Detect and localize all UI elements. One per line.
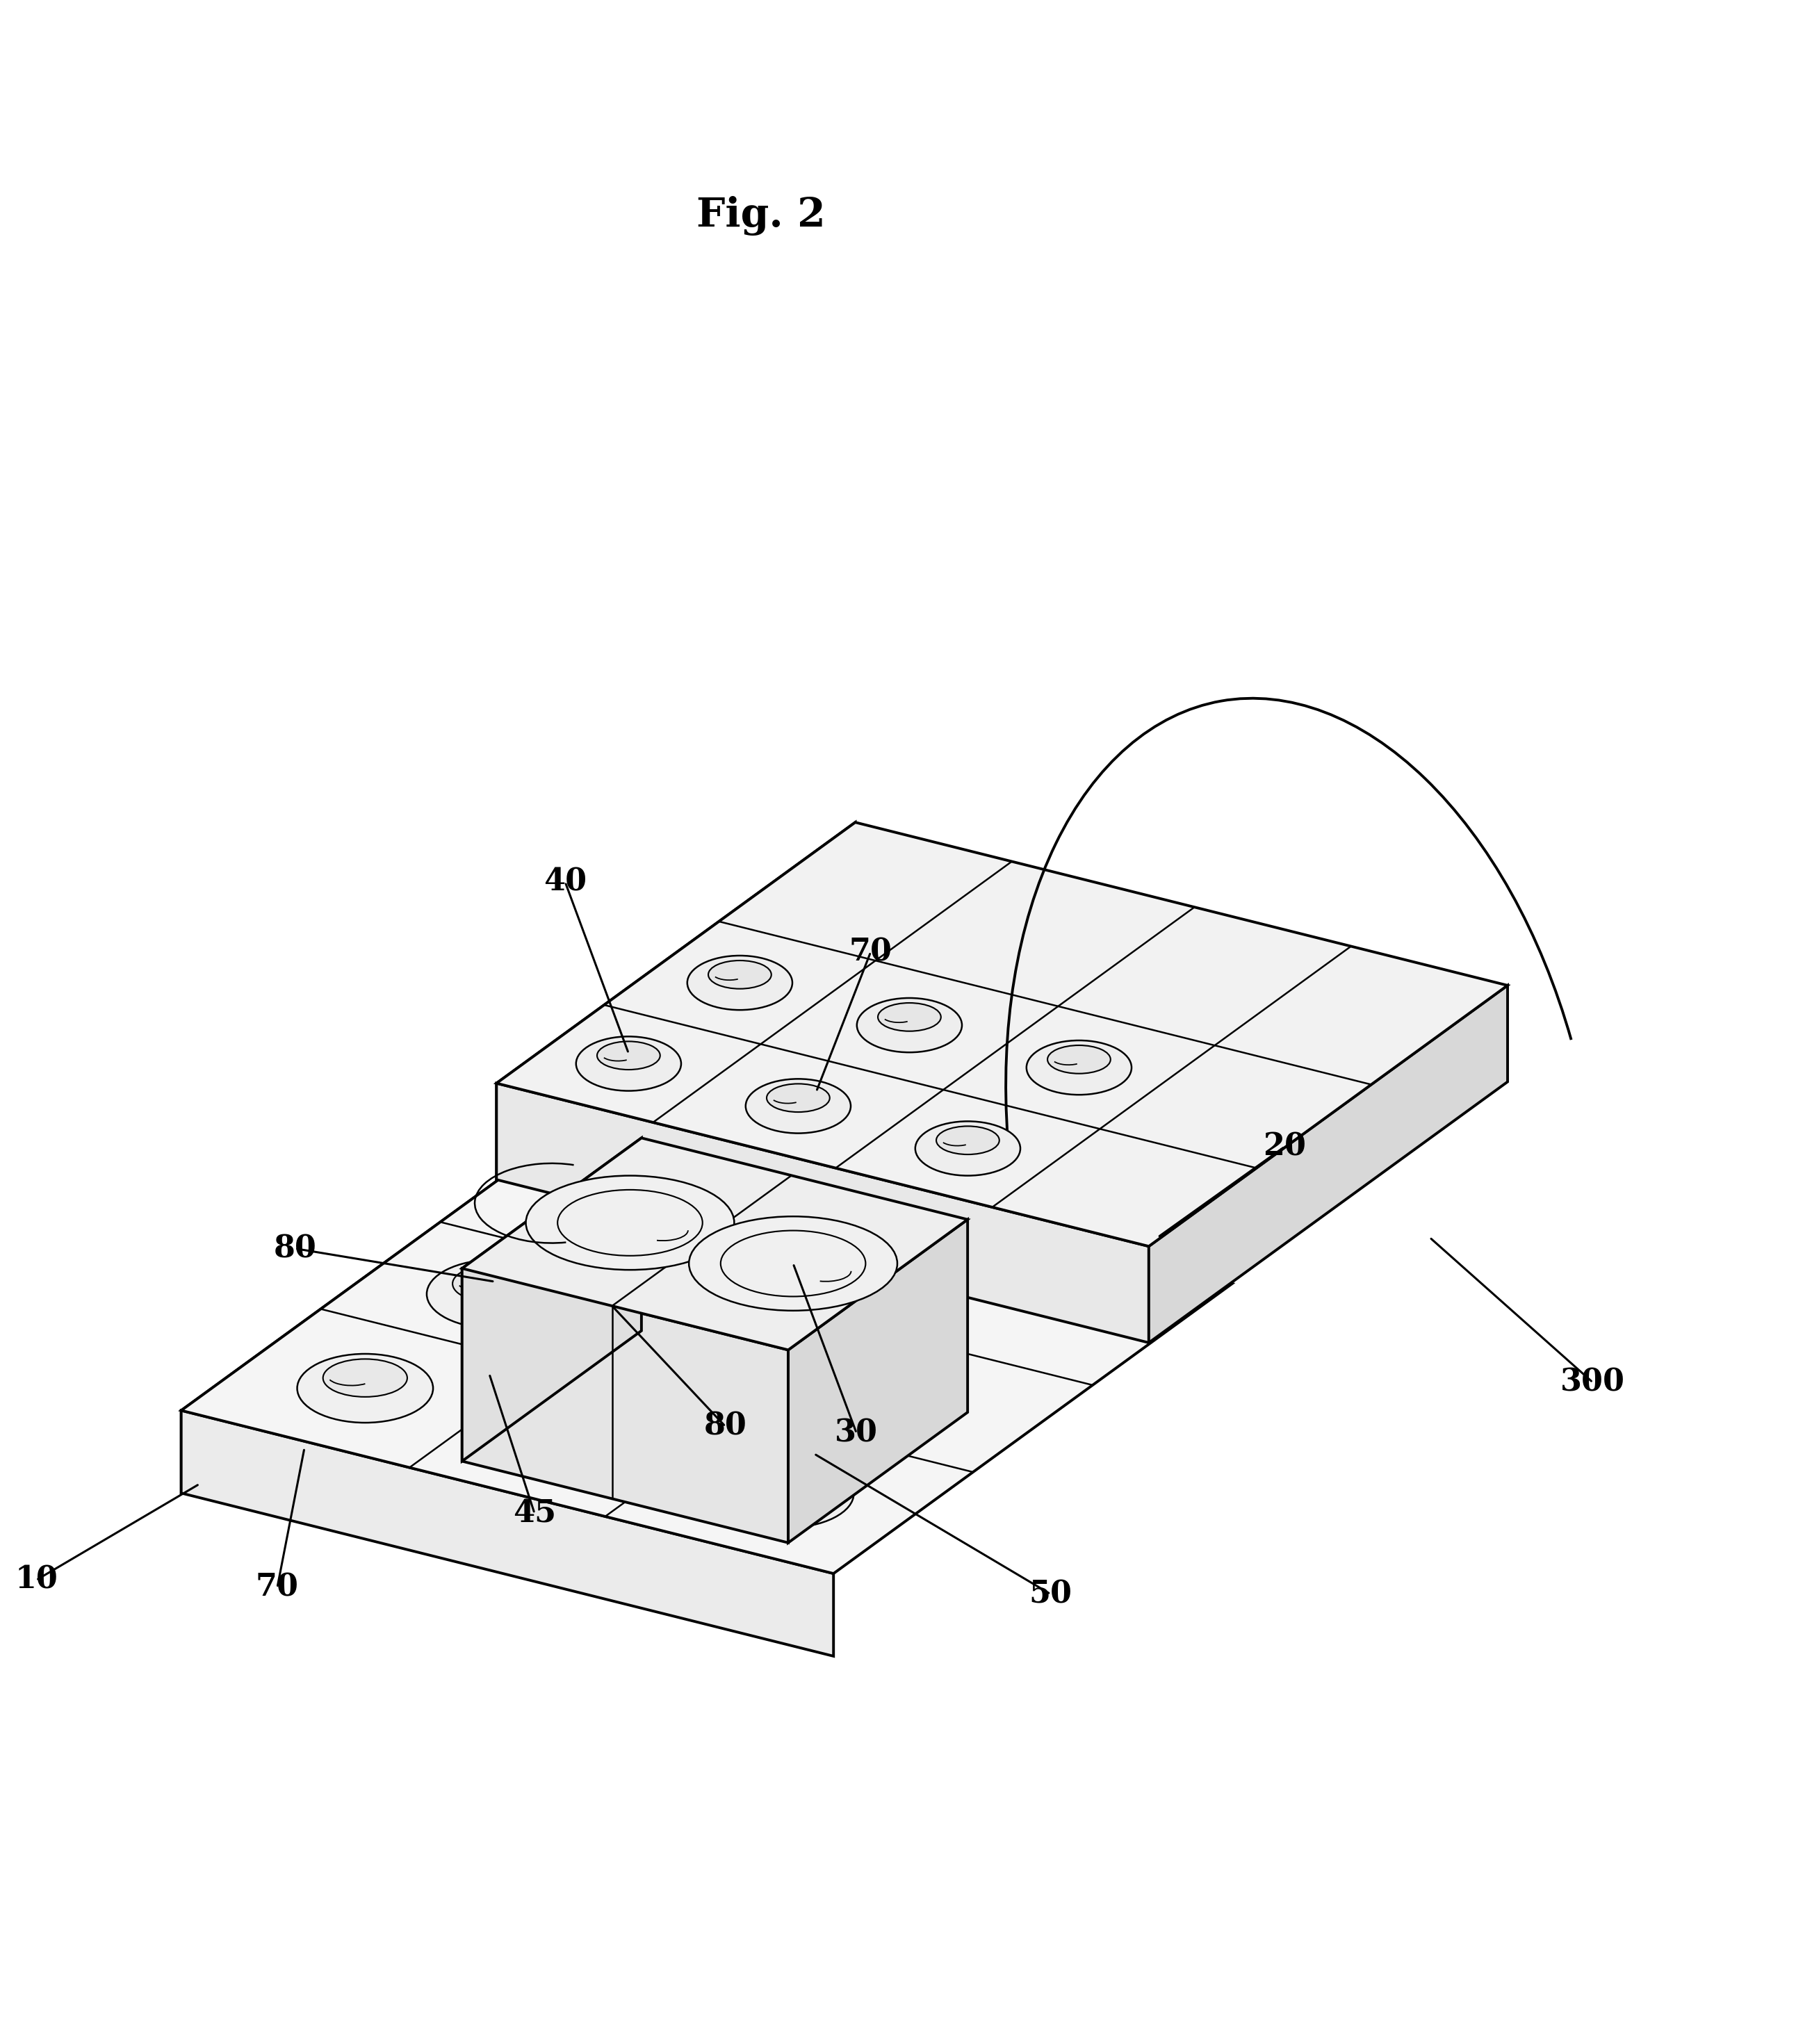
Polygon shape (181, 1120, 580, 1492)
Text: 30: 30 (835, 1419, 879, 1447)
Text: Fig. 2: Fig. 2 (696, 196, 826, 235)
Ellipse shape (596, 1040, 660, 1069)
Text: 40: 40 (544, 867, 587, 897)
Text: 70: 70 (850, 936, 892, 967)
Ellipse shape (665, 1318, 748, 1355)
Ellipse shape (535, 1412, 620, 1449)
Ellipse shape (745, 1079, 852, 1132)
Ellipse shape (708, 961, 772, 989)
Ellipse shape (718, 1459, 853, 1527)
Ellipse shape (525, 1175, 734, 1269)
Polygon shape (496, 822, 1508, 1247)
Text: 80: 80 (274, 1235, 317, 1263)
Polygon shape (462, 1139, 968, 1349)
Ellipse shape (766, 1083, 830, 1112)
Text: 10: 10 (14, 1566, 58, 1594)
Text: 20: 20 (1263, 1132, 1306, 1161)
Text: 70: 70 (255, 1572, 299, 1602)
Text: 300: 300 (1560, 1367, 1625, 1398)
Ellipse shape (877, 1004, 940, 1030)
Ellipse shape (1047, 1044, 1111, 1073)
Ellipse shape (857, 997, 962, 1053)
Polygon shape (496, 822, 855, 1179)
Ellipse shape (580, 1171, 665, 1210)
Ellipse shape (1026, 1040, 1131, 1096)
Polygon shape (1149, 985, 1508, 1343)
Text: 45: 45 (513, 1498, 556, 1529)
Text: 80: 80 (703, 1412, 747, 1441)
Ellipse shape (428, 1259, 562, 1329)
Ellipse shape (554, 1167, 690, 1237)
Ellipse shape (689, 1216, 897, 1310)
Ellipse shape (576, 1036, 681, 1091)
Ellipse shape (687, 957, 792, 1010)
Ellipse shape (323, 1359, 408, 1396)
Polygon shape (788, 1220, 968, 1543)
Polygon shape (181, 1120, 1232, 1574)
Ellipse shape (453, 1265, 536, 1302)
Ellipse shape (509, 1406, 645, 1476)
Polygon shape (496, 1083, 1149, 1343)
Ellipse shape (915, 1122, 1020, 1175)
Ellipse shape (638, 1312, 776, 1382)
Ellipse shape (297, 1353, 433, 1423)
Polygon shape (462, 1139, 641, 1461)
Text: 50: 50 (1029, 1580, 1073, 1609)
Ellipse shape (743, 1464, 828, 1502)
Polygon shape (462, 1269, 788, 1543)
Ellipse shape (937, 1126, 998, 1155)
Polygon shape (181, 1410, 834, 1656)
